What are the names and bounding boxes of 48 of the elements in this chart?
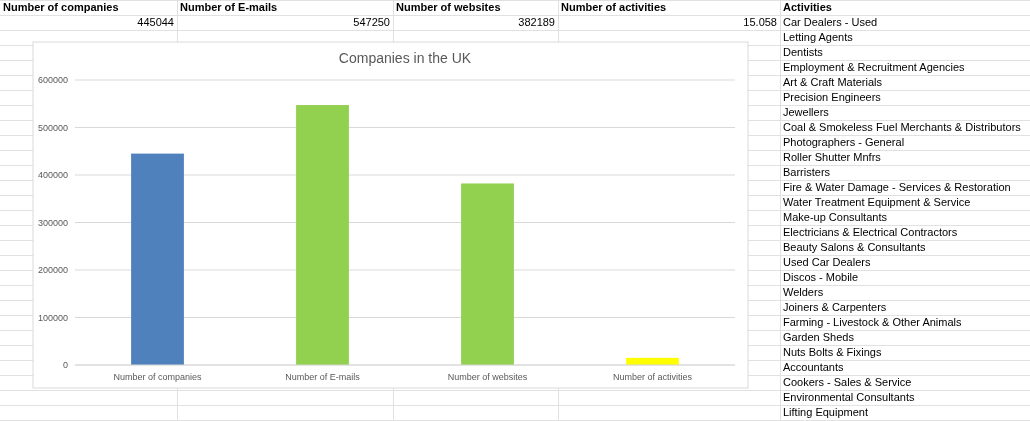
text: Discos - Mobile <box>783 271 859 283</box>
y-tick-label: 500000 <box>37 122 68 133</box>
text: Jewellers <box>783 106 830 118</box>
x-tick-label: Number of companies <box>113 372 203 382</box>
y-tick-label: 400000 <box>37 170 68 180</box>
y-tick-label: 600000 <box>37 75 68 85</box>
text: Barristers <box>783 166 831 178</box>
category-label: Number of activities <box>561 1 667 13</box>
x-tick-label: Number of activities <box>612 372 693 382</box>
text: Environmental Consultants <box>783 391 915 403</box>
text: Employment & Recruitment Agencies <box>783 61 966 73</box>
text: Roller Shutter Mnfrs <box>783 151 882 163</box>
text: Art & Craft Materials <box>783 76 883 88</box>
text: Letting Agents <box>783 31 854 43</box>
category-label: Number of E-mails <box>180 1 278 13</box>
text: Accountants <box>783 361 845 373</box>
y-tick-label: 0 <box>62 360 68 370</box>
text: Beauty Salons & Consultants <box>783 241 926 253</box>
text: Joiners & Carpenters <box>783 301 887 313</box>
text: Car Dealers - Used <box>783 16 878 28</box>
text: 382189 <box>518 16 555 28</box>
text: 547250 <box>353 16 390 28</box>
text: Water Treatment Equipment & Service <box>783 196 971 208</box>
text: Dentists <box>783 46 824 58</box>
text: Used Car Dealers <box>783 256 871 268</box>
text: Precision Engineers <box>783 91 882 103</box>
text: Cookers - Sales & Service <box>783 376 912 388</box>
text: Electricians & Electrical Contractors <box>783 226 958 238</box>
text: Fire & Water Damage - Services & Restoration <box>783 181 1011 193</box>
text: Lifting Equipment <box>783 406 868 418</box>
text: 15.058 <box>743 16 777 28</box>
text: Nuts Bolts & Fixings <box>783 346 882 358</box>
text: Photographers - General <box>783 136 905 148</box>
y-tick-label: 300000 <box>37 217 68 228</box>
text: Make-up Consultants <box>783 211 888 223</box>
x-tick-label: Number of E-mails <box>285 372 361 382</box>
x-tick-label: Number of websites <box>447 372 528 382</box>
text: Activities <box>783 1 832 13</box>
text: 445044 <box>137 16 174 28</box>
text: Welders <box>783 286 824 298</box>
y-tick-label: 100000 <box>37 312 68 323</box>
chart-title: Companies in the UK <box>338 50 472 66</box>
text: Coal & Smokeless Fuel Merchants & Distributors <box>783 121 1022 133</box>
y-tick-label: 200000 <box>37 265 68 275</box>
category-label: Number of websites <box>396 1 501 13</box>
category-label: Number of companies <box>3 1 119 13</box>
text: Farming - Livestock & Other Animals <box>783 316 962 328</box>
text: Garden Sheds <box>783 331 855 343</box>
